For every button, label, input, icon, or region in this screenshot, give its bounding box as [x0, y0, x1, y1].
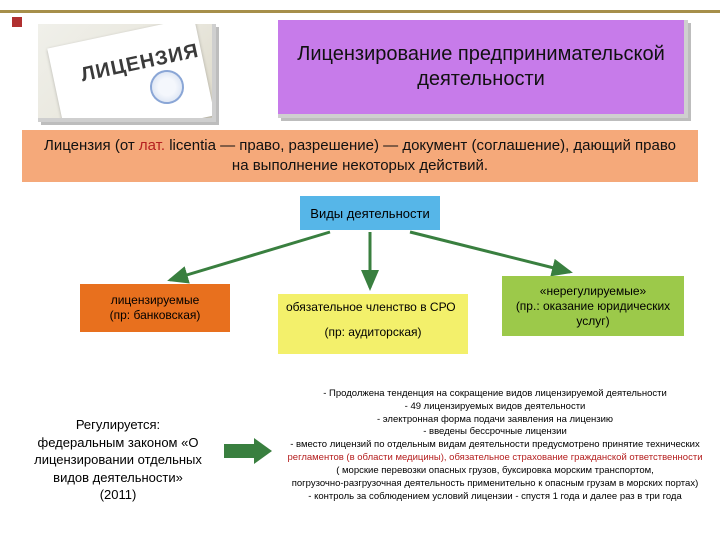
branch-right: «нерегулируемые» (пр.: оказание юридичес…	[502, 276, 684, 336]
branch-left: лицензируемые (пр: банковская)	[80, 284, 230, 332]
notes-line: погрузочно-разгрузочная деятельность при…	[278, 478, 712, 491]
notes-line: - вместо лицензий по отдельным видам дея…	[278, 439, 712, 465]
notes-line: - 49 лицензируемых видов деятельности	[278, 401, 712, 414]
regulation-arrow-icon	[224, 438, 274, 464]
notes-block: - Продолжена тенденция на сокращение вид…	[278, 388, 712, 503]
notes-line: - электронная форма подачи заявления на …	[278, 414, 712, 427]
branch-right-label: «нерегулируемые» (пр.: оказание юридичес…	[510, 284, 676, 329]
notes-line: ( морские перевозки опасных грузов, букс…	[278, 465, 712, 478]
branch-middle: обязательное членство в СРО (пр: аудитор…	[278, 294, 468, 354]
notes-line: - Продолжена тенденция на сокращение вид…	[278, 388, 712, 401]
branch-left-label: лицензируемые (пр: банковская)	[110, 293, 201, 323]
branch-middle-line1: обязательное членство в СРО	[286, 300, 460, 315]
notes-line: - контроль за соблюдением условий лиценз…	[278, 491, 712, 504]
branch-middle-line2: (пр: аудиторская)	[286, 325, 460, 340]
regulation-text: Регулируется: федеральным законом «О лиц…	[18, 416, 218, 504]
notes-line: - введены бессрочные лицензии	[278, 426, 712, 439]
